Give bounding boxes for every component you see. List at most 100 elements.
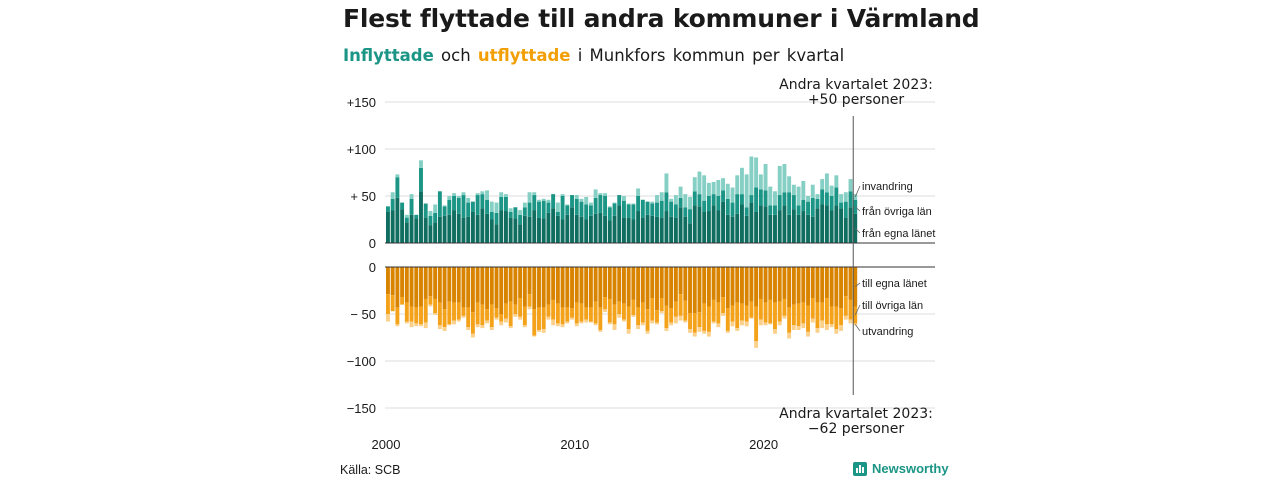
leader-line xyxy=(854,282,861,288)
inflow-bar-segment xyxy=(744,174,749,208)
inflow-bar-segment xyxy=(839,202,844,209)
inflow-bar-segment xyxy=(702,175,707,201)
outflow-bar-segment xyxy=(688,313,692,330)
outflow-bar-segment xyxy=(574,323,579,327)
outflow-bar-segment xyxy=(532,335,537,337)
outflow-bar-segment xyxy=(777,267,782,302)
outflow-bar-segment xyxy=(537,267,541,308)
inflow-bar-segment xyxy=(419,191,423,243)
inflow-bar-segment xyxy=(419,160,423,168)
outflow-bar-segment xyxy=(711,321,716,324)
inflow-bar-segment xyxy=(452,196,456,211)
inflow-bar-segment xyxy=(669,201,674,217)
outflow-bar-segment xyxy=(522,325,527,328)
inflow-bar-segment xyxy=(598,212,603,243)
outflow-bar-segment xyxy=(442,267,447,310)
inflow-bar-segment xyxy=(390,210,395,243)
inflow-bar-segment xyxy=(466,197,471,203)
inflow-bar-segment xyxy=(782,192,787,206)
outflow-bar-segment xyxy=(607,322,612,325)
outflow-bar-segment xyxy=(735,267,740,303)
newsworthy-brand: Newsworthy xyxy=(872,461,949,476)
y-tick-label: 0 xyxy=(369,236,376,251)
inflow-bar-segment xyxy=(640,199,645,218)
inflow-bar-segment xyxy=(560,196,565,220)
outflow-bar-segment xyxy=(787,307,792,333)
outflow-bar-segment xyxy=(485,309,490,321)
inflow-bar-segment xyxy=(470,201,475,212)
inflow-bar-segment xyxy=(404,222,409,243)
outflow-bar-segment xyxy=(688,329,692,333)
inflow-bar-segment xyxy=(466,216,471,243)
inflow-bar-segment xyxy=(829,196,834,211)
outflow-bar-segment xyxy=(447,301,452,325)
inflow-bar-segment xyxy=(452,210,456,243)
outflow-bar-segment xyxy=(810,318,815,323)
inflow-bar-segment xyxy=(735,175,740,195)
source-note: Källa: SCB xyxy=(340,463,401,477)
inflow-bar-segment xyxy=(839,208,844,243)
outflow-bar-segment xyxy=(423,322,428,329)
outflow-bar-segment xyxy=(522,306,527,326)
outflow-bar-segment xyxy=(508,326,513,329)
inflow-bar-segment xyxy=(659,200,664,218)
outflow-bar-segment xyxy=(622,319,626,322)
inflow-bar-segment xyxy=(423,217,428,243)
outflow-bar-segment xyxy=(815,267,820,303)
inflow-bar-segment xyxy=(598,193,603,196)
inflow-bar-segment xyxy=(716,196,721,211)
inflow-bar-segment xyxy=(546,199,551,203)
inflow-bar-segment xyxy=(763,206,768,243)
inflow-bar-segment xyxy=(768,214,773,243)
outflow-bar-segment xyxy=(820,267,825,303)
outflow-bar-segment xyxy=(480,267,485,305)
outflow-bar-segment xyxy=(787,332,792,339)
outflow-bar-segment xyxy=(645,330,650,334)
outflow-bar-segment xyxy=(678,267,683,295)
outflow-bar-segment xyxy=(711,299,716,322)
outflow-bar-segment xyxy=(593,267,598,302)
inflow-bar-segment xyxy=(386,211,390,243)
inflow-bar-segment xyxy=(848,207,853,243)
inflow-bar-segment xyxy=(607,220,612,243)
inflow-bar-segment xyxy=(475,214,480,243)
outflow-bar-segment xyxy=(716,267,721,303)
inflow-bar-segment xyxy=(688,196,692,210)
outflow-bar-segment xyxy=(437,302,442,326)
inflow-bar-segment xyxy=(485,199,490,214)
inflow-bar-segment xyxy=(390,198,395,211)
inflow-bar-segment xyxy=(404,217,409,223)
outflow-bar-segment xyxy=(697,327,702,332)
outflow-bar-segment xyxy=(815,328,820,333)
inflow-bar-segment xyxy=(442,205,447,207)
series-label: från egna länet xyxy=(862,228,935,240)
outflow-bar-segment xyxy=(640,267,645,303)
inflow-bar-segment xyxy=(711,205,716,243)
outflow-bar-segment xyxy=(801,302,806,324)
outflow-bar-segment xyxy=(721,267,726,298)
inflow-bar-segment xyxy=(522,215,527,243)
outflow-bar-segment xyxy=(532,267,537,310)
inflow-bar-segment xyxy=(706,196,711,212)
outflow-bar-segment xyxy=(395,267,400,308)
inflow-bar-segment xyxy=(735,194,740,214)
inflow-bar-segment xyxy=(593,189,598,198)
inflow-bar-segment xyxy=(749,202,754,243)
inflow-bar-segment xyxy=(428,211,433,216)
outflow-bar-segment xyxy=(423,298,428,323)
inflow-bar-segment xyxy=(551,208,556,243)
inflow-bar-segment xyxy=(532,192,537,196)
inflow-bar-segment xyxy=(414,214,419,219)
outflow-bar-segment xyxy=(768,267,773,300)
inflow-bar-segment xyxy=(721,190,726,202)
outflow-bar-segment xyxy=(537,329,541,332)
inflow-bar-segment xyxy=(622,217,626,243)
inflow-bar-segment xyxy=(593,213,598,243)
outflow-bar-segment xyxy=(706,331,711,337)
inflow-bar-segment xyxy=(522,207,527,216)
outflow-bar-segment xyxy=(579,303,584,322)
inflow-bar-segment xyxy=(423,203,428,218)
inflow-bar-segment xyxy=(806,214,810,243)
inflow-bar-segment xyxy=(579,198,584,202)
series-label: till egna länet xyxy=(862,278,927,290)
